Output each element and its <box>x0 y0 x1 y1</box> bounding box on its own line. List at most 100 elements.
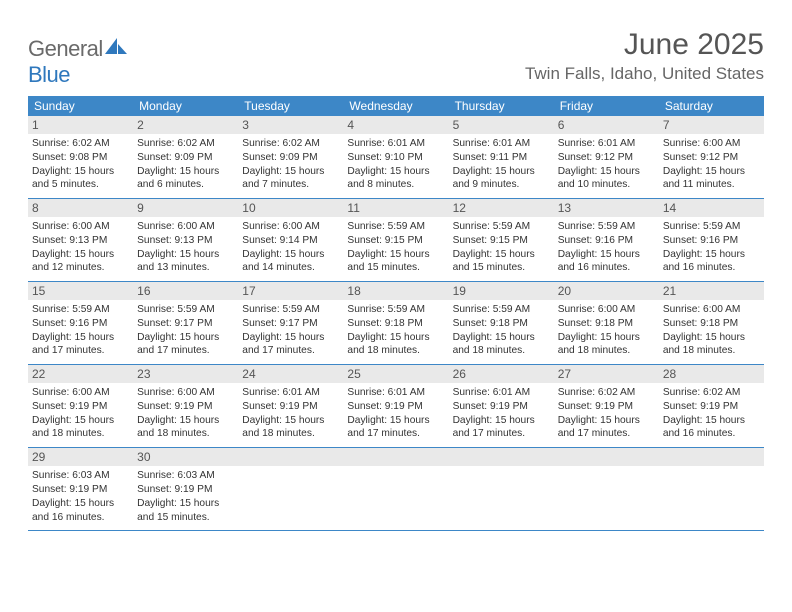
day-details: Sunrise: 5:59 AMSunset: 9:17 PMDaylight:… <box>241 303 340 358</box>
day-number: 19 <box>449 282 554 300</box>
day-number: 13 <box>554 199 659 217</box>
sunset-line: Sunset: 9:19 PM <box>32 483 130 497</box>
day-details: Sunrise: 6:00 AMSunset: 9:19 PMDaylight:… <box>136 386 235 441</box>
daylight-line: Daylight: 15 hours and 10 minutes. <box>558 165 656 193</box>
day-number: 8 <box>28 199 133 217</box>
day-cell: 24Sunrise: 6:01 AMSunset: 9:19 PMDayligh… <box>238 365 343 447</box>
weekday-header: Tuesday <box>238 96 343 116</box>
sunrise-line: Sunrise: 6:00 AM <box>663 303 761 317</box>
sunrise-line: Sunrise: 5:59 AM <box>347 303 445 317</box>
sail-icon <box>105 34 127 60</box>
daylight-line: Daylight: 15 hours and 18 minutes. <box>242 414 340 442</box>
day-cell: 16Sunrise: 5:59 AMSunset: 9:17 PMDayligh… <box>133 282 238 364</box>
weekday-header: Wednesday <box>343 96 448 116</box>
daylight-line: Daylight: 15 hours and 5 minutes. <box>32 165 130 193</box>
sunrise-line: Sunrise: 6:00 AM <box>137 220 235 234</box>
sunrise-line: Sunrise: 6:00 AM <box>32 386 130 400</box>
day-number: 17 <box>238 282 343 300</box>
day-cell: 3 Sunrise: 6:02 AMSunset: 9:09 PMDaylight… <box>238 116 343 198</box>
sunrise-line: Sunrise: 6:01 AM <box>347 137 445 151</box>
day-cell: 17 Sunrise: 5:59 AMSunset: 9:17 PMDayligh… <box>238 282 343 364</box>
day-cell: 15Sunrise: 5:59 AMSunset: 9:16 PMDayligh… <box>28 282 133 364</box>
sunrise-line: Sunrise: 6:00 AM <box>242 220 340 234</box>
sunrise-line: Sunrise: 6:01 AM <box>453 386 551 400</box>
sunset-line: Sunset: 9:08 PM <box>32 151 130 165</box>
daylight-line: Daylight: 15 hours and 13 minutes. <box>137 248 235 276</box>
day-details: Sunrise: 6:00 AMSunset: 9:12 PMDaylight:… <box>662 137 761 192</box>
day-cell: 22Sunrise: 6:00 AMSunset: 9:19 PMDayligh… <box>28 365 133 447</box>
day-details: Sunrise: 6:00 AMSunset: 9:18 PMDaylight:… <box>557 303 656 358</box>
day-details: Sunrise: 5:59 AMSunset: 9:15 PMDaylight:… <box>452 220 551 275</box>
sunrise-line: Sunrise: 6:01 AM <box>242 386 340 400</box>
sunset-line: Sunset: 9:19 PM <box>137 483 235 497</box>
calendar-week: 1Sunrise: 6:02 AMSunset: 9:08 PMDaylight… <box>28 116 764 199</box>
sunset-line: Sunset: 9:17 PM <box>242 317 340 331</box>
daylight-line: Daylight: 15 hours and 6 minutes. <box>137 165 235 193</box>
empty-cell <box>659 448 764 530</box>
sunrise-line: Sunrise: 6:00 AM <box>32 220 130 234</box>
weekday-header: Saturday <box>659 96 764 116</box>
day-details: Sunrise: 6:01 AMSunset: 9:11 PMDaylight:… <box>452 137 551 192</box>
day-number: 15 <box>28 282 133 300</box>
daylight-line: Daylight: 15 hours and 16 minutes. <box>663 414 761 442</box>
daylight-line: Daylight: 15 hours and 16 minutes. <box>32 497 130 525</box>
sunrise-line: Sunrise: 5:59 AM <box>558 220 656 234</box>
sunset-line: Sunset: 9:19 PM <box>242 400 340 414</box>
day-details: Sunrise: 6:02 AMSunset: 9:09 PMDaylight:… <box>241 137 340 192</box>
day-number: 3 <box>238 116 343 134</box>
day-cell: 25Sunrise: 6:01 AMSunset: 9:19 PMDayligh… <box>343 365 448 447</box>
sunset-line: Sunset: 9:17 PM <box>137 317 235 331</box>
calendar-week: 8Sunrise: 6:00 AMSunset: 9:13 PMDaylight… <box>28 199 764 282</box>
day-cell: 28Sunrise: 6:02 AMSunset: 9:19 PMDayligh… <box>659 365 764 447</box>
weekday-header: Monday <box>133 96 238 116</box>
daylight-line: Daylight: 15 hours and 17 minutes. <box>453 414 551 442</box>
day-cell: 21Sunrise: 6:00 AMSunset: 9:18 PMDayligh… <box>659 282 764 364</box>
day-cell: 7 Sunrise: 6:00 AMSunset: 9:12 PMDaylight… <box>659 116 764 198</box>
sunset-line: Sunset: 9:10 PM <box>347 151 445 165</box>
sunrise-line: Sunrise: 6:02 AM <box>32 137 130 151</box>
calendar-week: 15Sunrise: 5:59 AMSunset: 9:16 PMDayligh… <box>28 282 764 365</box>
daylight-line: Daylight: 15 hours and 18 minutes. <box>32 414 130 442</box>
day-details: Sunrise: 5:59 AMSunset: 9:16 PMDaylight:… <box>662 220 761 275</box>
day-number: 25 <box>343 365 448 383</box>
day-number: 16 <box>133 282 238 300</box>
daylight-line: Daylight: 15 hours and 15 minutes. <box>453 248 551 276</box>
weekday-header: Thursday <box>449 96 554 116</box>
daylight-line: Daylight: 15 hours and 18 minutes. <box>558 331 656 359</box>
daylight-line: Daylight: 15 hours and 17 minutes. <box>137 331 235 359</box>
day-number: 7 <box>659 116 764 134</box>
daylight-line: Daylight: 15 hours and 7 minutes. <box>242 165 340 193</box>
daylight-line: Daylight: 15 hours and 17 minutes. <box>32 331 130 359</box>
day-cell: 1Sunrise: 6:02 AMSunset: 9:08 PMDaylight… <box>28 116 133 198</box>
day-cell: 13 Sunrise: 5:59 AMSunset: 9:16 PMDayligh… <box>554 199 659 281</box>
day-cell: 14 Sunrise: 5:59 AMSunset: 9:16 PMDayligh… <box>659 199 764 281</box>
daylight-line: Daylight: 15 hours and 16 minutes. <box>558 248 656 276</box>
day-details: Sunrise: 6:00 AMSunset: 9:19 PMDaylight:… <box>31 386 130 441</box>
day-details: Sunrise: 6:01 AMSunset: 9:12 PMDaylight:… <box>557 137 656 192</box>
day-number: 30 <box>133 448 238 466</box>
sunset-line: Sunset: 9:16 PM <box>32 317 130 331</box>
title-block: June 2025 Twin Falls, Idaho, United Stat… <box>525 28 764 84</box>
calendar-week: 22Sunrise: 6:00 AMSunset: 9:19 PMDayligh… <box>28 365 764 448</box>
sunset-line: Sunset: 9:16 PM <box>558 234 656 248</box>
day-number: 10 <box>238 199 343 217</box>
day-number: 2 <box>133 116 238 134</box>
logo-text-blue: Blue <box>28 62 70 87</box>
daylight-line: Daylight: 15 hours and 17 minutes. <box>242 331 340 359</box>
sunrise-line: Sunrise: 6:03 AM <box>32 469 130 483</box>
day-number: 14 <box>659 199 764 217</box>
day-number: 20 <box>554 282 659 300</box>
sunrise-line: Sunrise: 5:59 AM <box>453 303 551 317</box>
day-details: Sunrise: 6:01 AMSunset: 9:10 PMDaylight:… <box>346 137 445 192</box>
day-details: Sunrise: 5:59 AMSunset: 9:18 PMDaylight:… <box>452 303 551 358</box>
day-cell: 5 Sunrise: 6:01 AMSunset: 9:11 PMDaylight… <box>449 116 554 198</box>
sunrise-line: Sunrise: 5:59 AM <box>242 303 340 317</box>
day-details: Sunrise: 6:02 AMSunset: 9:19 PMDaylight:… <box>557 386 656 441</box>
sunrise-line: Sunrise: 6:01 AM <box>453 137 551 151</box>
day-details: Sunrise: 6:00 AMSunset: 9:14 PMDaylight:… <box>241 220 340 275</box>
sunset-line: Sunset: 9:11 PM <box>453 151 551 165</box>
logo-text: GeneralBlue <box>28 34 127 88</box>
day-number: 5 <box>449 116 554 134</box>
day-cell: 12Sunrise: 5:59 AMSunset: 9:15 PMDayligh… <box>449 199 554 281</box>
day-cell: 29Sunrise: 6:03 AMSunset: 9:19 PMDayligh… <box>28 448 133 530</box>
